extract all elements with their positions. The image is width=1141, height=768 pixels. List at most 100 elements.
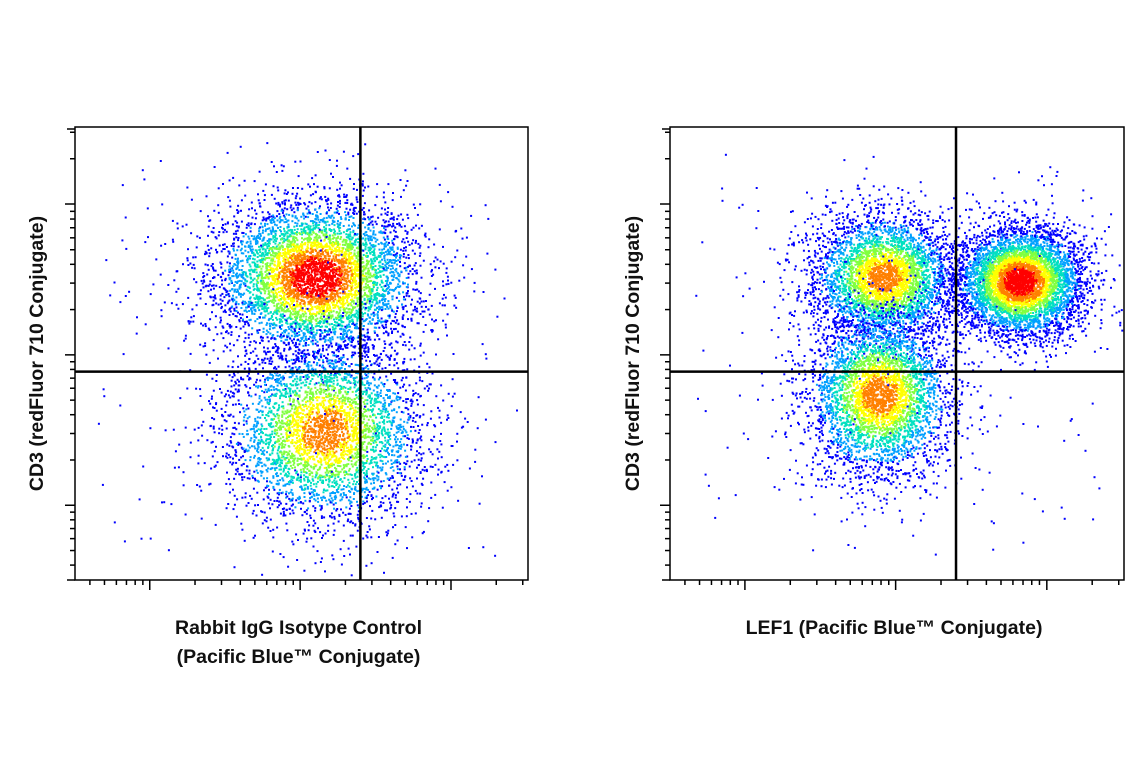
event-dot bbox=[177, 288, 179, 290]
event-dot bbox=[297, 259, 299, 261]
event-dot bbox=[407, 284, 409, 286]
event-dot bbox=[252, 351, 254, 353]
event-dot bbox=[340, 315, 342, 317]
event-dot bbox=[249, 270, 251, 272]
event-dot bbox=[229, 271, 231, 273]
event-dot bbox=[261, 322, 263, 324]
event-dot bbox=[233, 299, 235, 301]
event-dot bbox=[208, 269, 210, 271]
event-dot bbox=[299, 284, 301, 286]
event-dot bbox=[288, 326, 290, 328]
event-dot bbox=[408, 295, 410, 297]
event-dot bbox=[448, 283, 450, 285]
event-dot bbox=[285, 298, 287, 300]
event-dot bbox=[393, 238, 395, 240]
event-dot bbox=[316, 211, 318, 213]
event-dot bbox=[285, 289, 287, 291]
event-dot bbox=[245, 246, 247, 248]
event-dot bbox=[326, 306, 328, 308]
event-dot bbox=[379, 275, 381, 277]
event-dot bbox=[229, 200, 231, 202]
event-dot bbox=[354, 241, 356, 243]
event-dot bbox=[260, 235, 262, 237]
event-dot bbox=[253, 297, 255, 299]
event-dot bbox=[277, 308, 279, 310]
event-dot bbox=[232, 295, 234, 297]
event-dot bbox=[383, 257, 385, 259]
event-dot bbox=[279, 295, 281, 297]
event-dot bbox=[292, 187, 294, 189]
event-dot bbox=[258, 230, 260, 232]
event-dot bbox=[246, 316, 248, 318]
event-dot bbox=[333, 310, 335, 312]
event-dot bbox=[256, 318, 258, 320]
event-dot bbox=[366, 252, 368, 254]
event-dot bbox=[343, 196, 345, 198]
event-dot bbox=[376, 322, 378, 324]
event-dot bbox=[277, 189, 279, 191]
event-dot bbox=[303, 320, 305, 322]
event-dot bbox=[269, 351, 271, 353]
event-dot bbox=[314, 289, 316, 291]
event-dot bbox=[262, 337, 264, 339]
event-dot bbox=[302, 213, 304, 215]
event-dot bbox=[443, 263, 445, 265]
event-dot bbox=[403, 247, 405, 249]
event-dot bbox=[331, 302, 333, 304]
event-dot bbox=[294, 245, 296, 247]
event-dot bbox=[287, 246, 289, 248]
event-dot bbox=[248, 334, 250, 336]
event-dot bbox=[331, 360, 333, 362]
event-dot bbox=[287, 251, 289, 253]
event-dot bbox=[308, 267, 310, 269]
event-dot bbox=[287, 220, 289, 222]
event-dot bbox=[311, 324, 313, 326]
event-dot bbox=[313, 232, 315, 234]
event-dot bbox=[298, 220, 300, 222]
event-dot bbox=[235, 281, 237, 283]
event-dot bbox=[419, 255, 421, 257]
event-dot bbox=[352, 352, 354, 354]
event-dot bbox=[222, 337, 224, 339]
event-dot bbox=[393, 276, 395, 278]
event-dot bbox=[293, 253, 295, 255]
event-dot bbox=[269, 325, 271, 327]
event-dot bbox=[316, 329, 318, 331]
event-dot bbox=[406, 214, 408, 216]
event-dot bbox=[302, 290, 304, 292]
event-dot bbox=[309, 336, 311, 338]
event-dot bbox=[311, 234, 313, 236]
event-dot bbox=[300, 314, 302, 316]
event-dot bbox=[288, 226, 290, 228]
event-dot bbox=[337, 233, 339, 235]
event-dot bbox=[301, 224, 303, 226]
event-dot bbox=[369, 247, 371, 249]
event-dot bbox=[326, 243, 328, 245]
event-dot bbox=[310, 194, 312, 196]
event-dot bbox=[238, 303, 240, 305]
event-dot bbox=[323, 298, 325, 300]
event-dot bbox=[279, 205, 281, 207]
event-dot bbox=[311, 262, 313, 264]
event-dot bbox=[329, 159, 331, 161]
event-dot bbox=[276, 224, 278, 226]
event-dot bbox=[447, 276, 449, 278]
event-dot bbox=[263, 217, 265, 219]
event-dot bbox=[256, 285, 258, 287]
event-dot bbox=[386, 214, 388, 216]
event-dot bbox=[200, 210, 202, 212]
event-dot bbox=[384, 201, 386, 203]
event-dot bbox=[289, 234, 291, 236]
event-dot bbox=[356, 286, 358, 288]
event-dot bbox=[321, 231, 323, 233]
event-dot bbox=[218, 234, 220, 236]
event-dot bbox=[266, 330, 268, 332]
event-dot bbox=[261, 255, 263, 257]
event-dot bbox=[404, 267, 406, 269]
event-dot bbox=[286, 221, 288, 223]
event-dot bbox=[286, 208, 288, 210]
event-dot bbox=[210, 289, 212, 291]
event-dot bbox=[330, 207, 332, 209]
event-dot bbox=[246, 280, 248, 282]
event-dot bbox=[317, 254, 319, 256]
